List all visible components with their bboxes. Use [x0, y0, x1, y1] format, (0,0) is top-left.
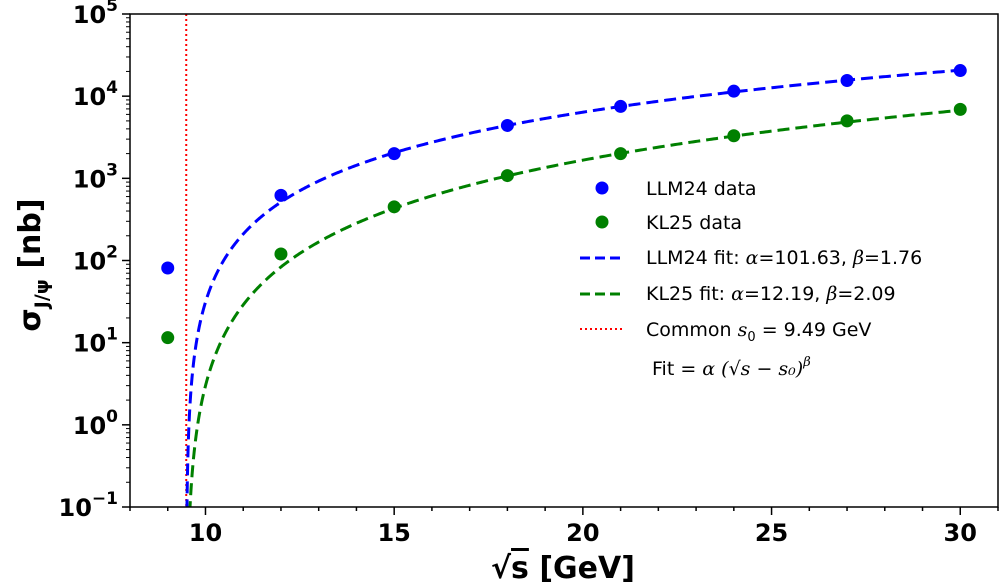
x-tick-label: 30	[944, 519, 977, 547]
plot-frame	[129, 13, 999, 508]
data-point-llm24	[953, 64, 967, 78]
legend-marker-kl25-data	[595, 215, 609, 229]
x-tick-label: 10	[189, 519, 222, 547]
plot-area: 10 15 20 25 30 10−1 100 101 102 103 104 105	[59, 0, 999, 547]
y-tick-label: 104	[73, 78, 118, 111]
data-point-kl25	[500, 169, 514, 183]
x-axis-title: √s [GeV]	[491, 551, 635, 583]
legend-marker-llm24-data	[595, 181, 609, 195]
legend: LLM24 data KL25 data LLM24 fit: α=101.63…	[580, 178, 922, 345]
data-point-kl25	[953, 102, 967, 116]
data-point-kl25	[161, 331, 175, 345]
x-tick-label: 15	[377, 519, 410, 547]
data-point-llm24	[387, 147, 401, 161]
y-axis-title: σJ/ψ [nb]	[13, 198, 53, 331]
x-tick-label: 20	[566, 519, 599, 547]
legend-label-llm24-data: LLM24 data	[646, 178, 757, 200]
legend-label-kl25-data: KL25 data	[646, 212, 742, 234]
data-point-kl25	[387, 200, 401, 214]
data-point-llm24	[840, 74, 854, 88]
data-point-llm24	[274, 188, 288, 202]
data-point-kl25	[727, 129, 741, 143]
y-tick-label: 105	[73, 0, 118, 29]
data-point-llm24	[614, 99, 628, 113]
data-point-kl25	[274, 247, 288, 261]
legend-label-common-s0: Common s0 = 9.49 GeV	[646, 319, 871, 345]
y-tick-label: 102	[73, 243, 118, 276]
data-point-llm24	[500, 118, 514, 132]
y-tick-label: 10−1	[59, 489, 118, 522]
x-tick-label: 25	[755, 519, 788, 547]
data-point-llm24	[161, 261, 175, 275]
legend-label-llm24-fit: LLM24 fit: α=101.63, β=1.76	[646, 247, 922, 269]
y-tick-label: 100	[73, 407, 118, 440]
y-tick-label: 103	[73, 160, 118, 193]
legend-label-kl25-fit: KL25 fit: α=12.19, β=2.09	[646, 283, 896, 305]
y-tick-label: 101	[73, 325, 118, 358]
fit-curve-kl25	[188, 108, 961, 507]
data-point-kl25	[840, 114, 854, 128]
data-point-kl25	[614, 147, 628, 161]
fit-curve-llm24	[185, 68, 961, 507]
data-point-llm24	[727, 84, 741, 98]
fit-formula-annotation: Fit = α (√s − s₀)β	[652, 355, 811, 380]
